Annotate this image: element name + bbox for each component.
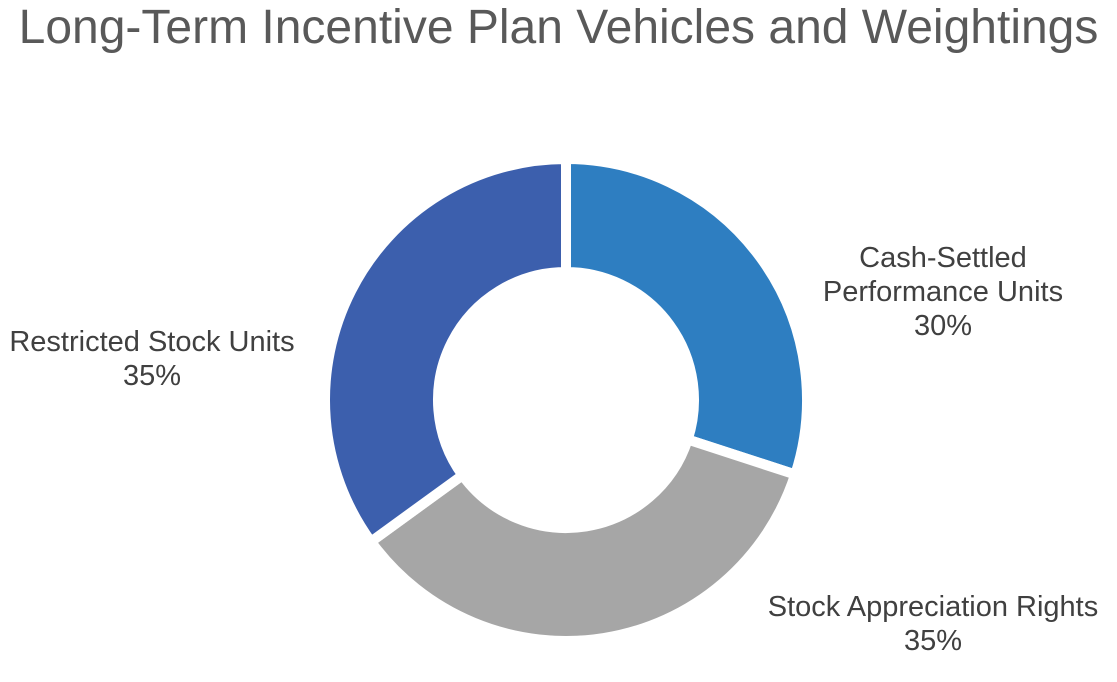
slices-group <box>320 153 812 646</box>
slice-category-label: Stock Appreciation Rights <box>768 591 1098 623</box>
slice-category-label: Performance Units <box>823 276 1063 308</box>
slice-value-label: 30% <box>914 310 972 342</box>
slice-stock-appreciation-rights <box>364 433 802 646</box>
slice-category-label: Cash-Settled <box>859 242 1027 274</box>
slice-value-label: 35% <box>123 360 181 392</box>
chart-title: Long-Term Incentive Plan Vehicles and We… <box>18 1 1099 54</box>
slice-category-label: Restricted Stock Units <box>9 326 294 358</box>
slice-cash-settled-performance-units <box>561 153 812 481</box>
slice-value-label: 35% <box>904 625 962 657</box>
slice-restricted-stock-units <box>320 153 571 549</box>
